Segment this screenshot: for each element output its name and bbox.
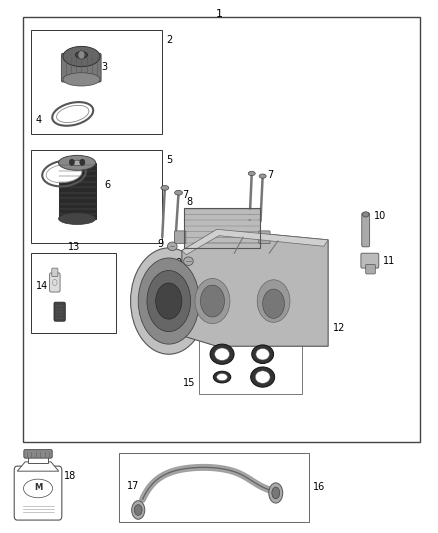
Ellipse shape <box>131 248 207 354</box>
Ellipse shape <box>59 213 95 224</box>
Text: 11: 11 <box>383 256 396 266</box>
Ellipse shape <box>75 52 88 59</box>
Ellipse shape <box>213 371 231 383</box>
Text: 12: 12 <box>332 322 345 333</box>
Ellipse shape <box>201 285 224 317</box>
Text: 3: 3 <box>101 62 107 72</box>
Text: 4: 4 <box>35 115 42 125</box>
Ellipse shape <box>248 171 255 175</box>
Text: 9: 9 <box>157 239 163 248</box>
Ellipse shape <box>272 487 280 499</box>
FancyBboxPatch shape <box>14 466 62 520</box>
Bar <box>22 17 420 442</box>
FancyBboxPatch shape <box>54 302 65 321</box>
Ellipse shape <box>57 106 89 123</box>
Text: 15: 15 <box>183 378 195 389</box>
Polygon shape <box>17 462 59 471</box>
Bar <box>184 237 261 242</box>
Ellipse shape <box>215 348 230 360</box>
Ellipse shape <box>195 278 230 324</box>
Bar <box>28 455 48 463</box>
Circle shape <box>80 159 85 165</box>
Ellipse shape <box>147 270 191 332</box>
Bar <box>184 225 261 231</box>
Ellipse shape <box>362 212 369 217</box>
Bar <box>199 333 302 394</box>
Ellipse shape <box>134 505 142 515</box>
FancyBboxPatch shape <box>361 253 379 268</box>
FancyBboxPatch shape <box>52 268 58 277</box>
Ellipse shape <box>217 374 227 381</box>
Ellipse shape <box>255 371 270 383</box>
Text: 10: 10 <box>374 211 386 221</box>
Text: 13: 13 <box>68 242 80 252</box>
FancyBboxPatch shape <box>61 53 101 82</box>
FancyBboxPatch shape <box>362 213 370 247</box>
Text: M: M <box>34 482 42 491</box>
Ellipse shape <box>161 185 169 190</box>
Ellipse shape <box>132 500 145 519</box>
Ellipse shape <box>175 190 183 195</box>
Text: 16: 16 <box>313 482 325 492</box>
FancyBboxPatch shape <box>49 273 60 292</box>
Bar <box>184 214 261 220</box>
Text: 5: 5 <box>166 155 173 165</box>
Ellipse shape <box>259 174 266 178</box>
Ellipse shape <box>269 483 283 503</box>
FancyBboxPatch shape <box>24 450 52 458</box>
Ellipse shape <box>63 46 100 67</box>
Ellipse shape <box>257 280 290 322</box>
Text: 9: 9 <box>176 259 182 268</box>
Bar <box>31 253 117 333</box>
Ellipse shape <box>210 344 234 365</box>
Bar <box>31 150 162 243</box>
Bar <box>119 453 308 522</box>
Text: 7: 7 <box>267 170 273 180</box>
Ellipse shape <box>63 72 100 86</box>
Bar <box>184 220 261 225</box>
Bar <box>184 208 261 248</box>
Polygon shape <box>59 163 95 219</box>
Text: 17: 17 <box>127 481 140 491</box>
Ellipse shape <box>256 349 269 360</box>
Text: 18: 18 <box>64 472 76 481</box>
Text: 6: 6 <box>104 180 110 190</box>
Bar <box>31 30 162 134</box>
Ellipse shape <box>155 283 182 319</box>
Polygon shape <box>182 229 328 255</box>
FancyBboxPatch shape <box>366 264 375 274</box>
Text: 14: 14 <box>35 281 48 291</box>
Ellipse shape <box>138 258 199 344</box>
Ellipse shape <box>263 289 285 318</box>
Bar <box>184 243 261 248</box>
Ellipse shape <box>46 164 82 183</box>
Ellipse shape <box>252 345 274 364</box>
Text: 2: 2 <box>166 35 173 45</box>
Bar <box>184 231 261 237</box>
FancyBboxPatch shape <box>259 231 270 244</box>
Ellipse shape <box>167 242 177 251</box>
Ellipse shape <box>184 257 193 265</box>
Bar <box>184 208 261 214</box>
Ellipse shape <box>71 160 83 165</box>
Ellipse shape <box>59 156 95 170</box>
Text: 8: 8 <box>186 197 192 207</box>
Text: 7: 7 <box>182 190 188 200</box>
Ellipse shape <box>251 367 275 387</box>
FancyBboxPatch shape <box>174 231 186 244</box>
Circle shape <box>78 51 85 59</box>
Text: 1: 1 <box>215 9 223 19</box>
Polygon shape <box>182 229 328 346</box>
Circle shape <box>69 159 74 165</box>
